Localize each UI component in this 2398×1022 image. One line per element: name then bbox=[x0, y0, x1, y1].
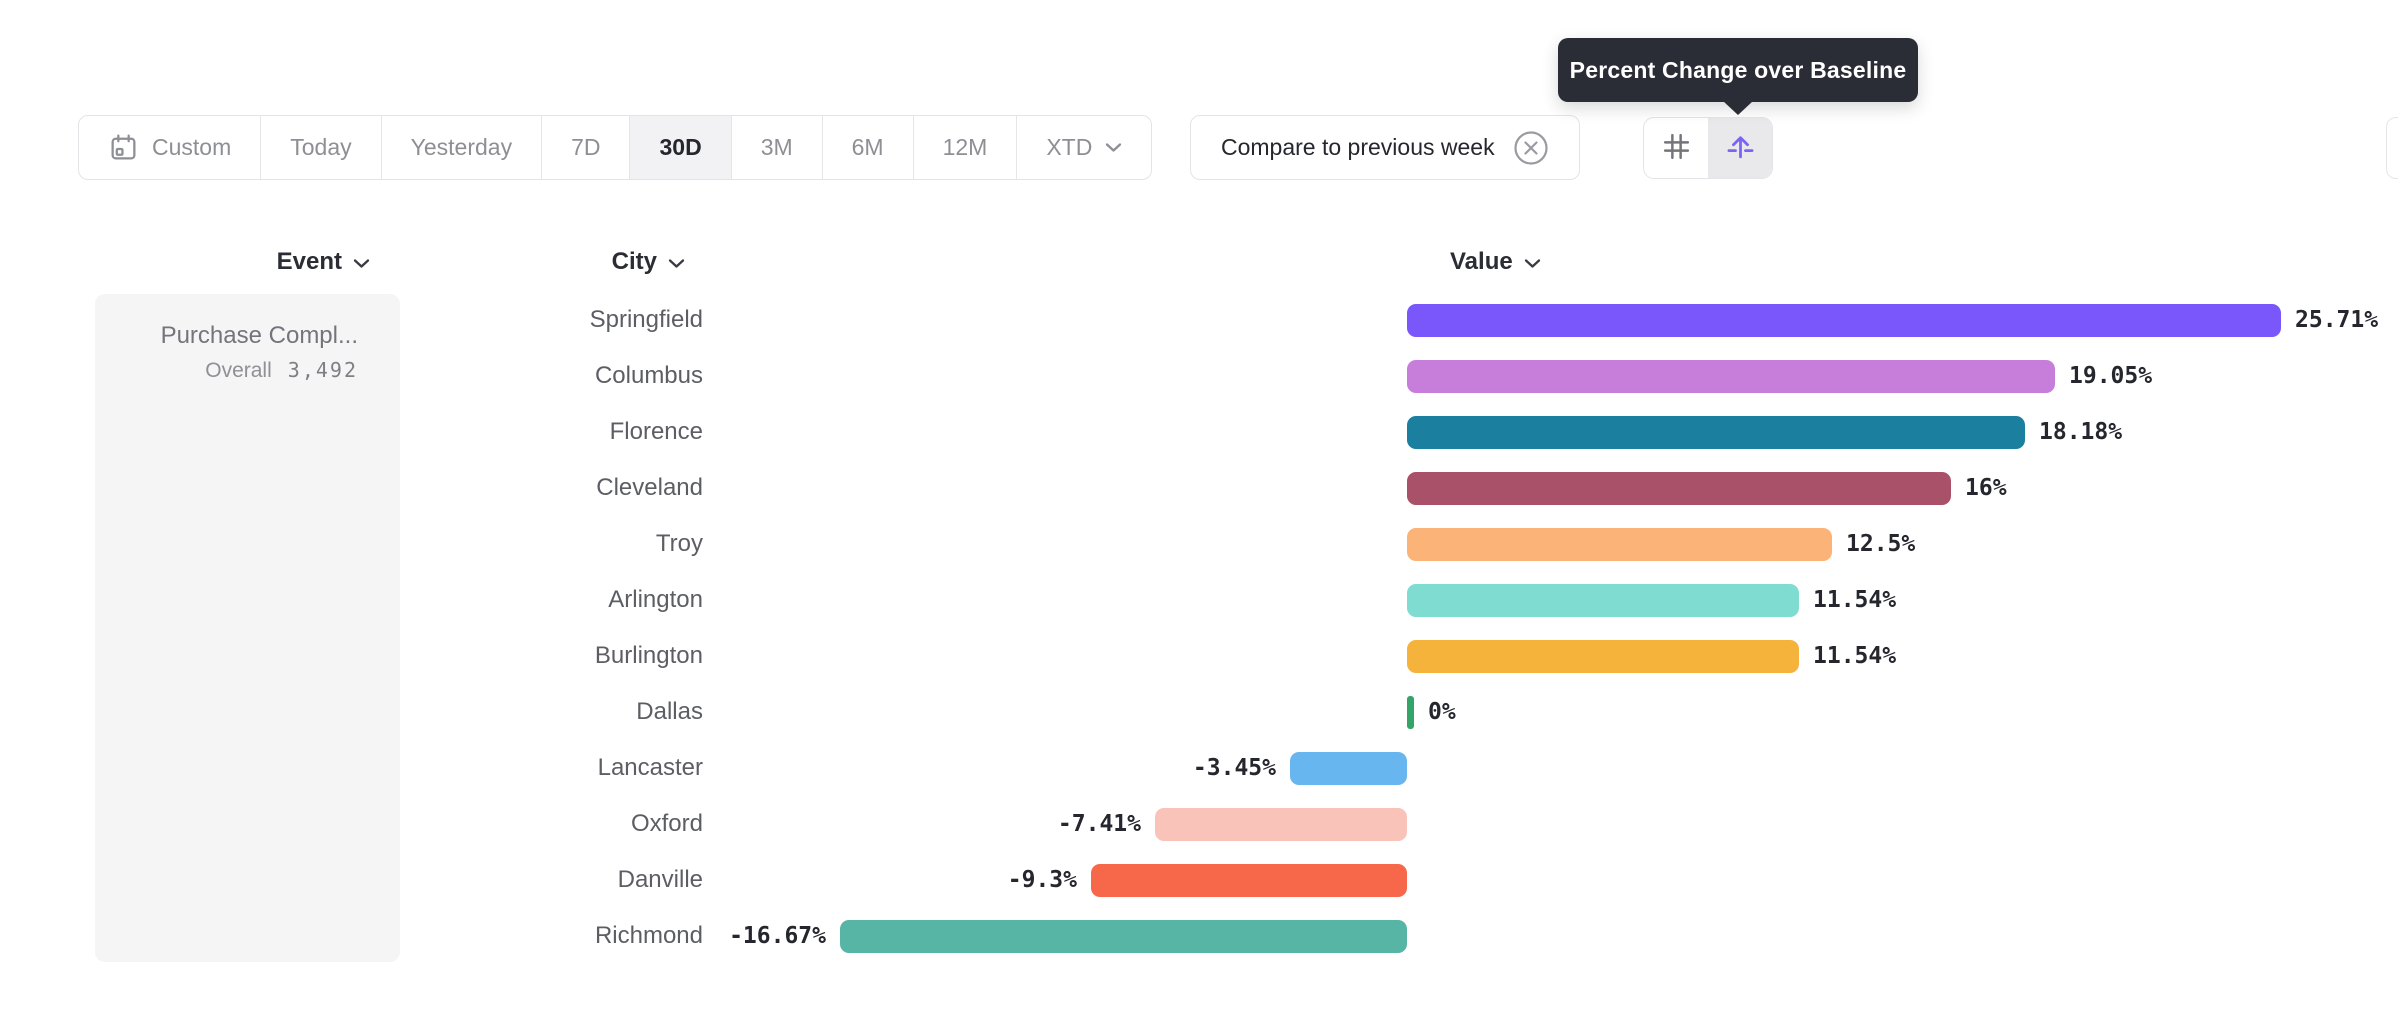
city-label: Dallas bbox=[636, 698, 703, 725]
chart-row: Oxford -7.41% bbox=[0, 796, 2398, 852]
date-range-label: 6M bbox=[851, 134, 884, 160]
remove-compare-icon[interactable] bbox=[1513, 130, 1549, 166]
offscreen-button-stub[interactable] bbox=[2386, 117, 2398, 179]
value-label: 16% bbox=[1965, 475, 2007, 501]
compare-label: Compare to previous week bbox=[1221, 134, 1495, 160]
date-range-label: Today bbox=[290, 134, 352, 160]
date-range-label: 3M bbox=[760, 134, 793, 160]
date-range-yesterday[interactable]: Yesterday bbox=[382, 116, 543, 179]
chart-row: Burlington 11.54% bbox=[0, 628, 2398, 684]
chart-row: Troy 12.5% bbox=[0, 516, 2398, 572]
column-header-event-label: Event bbox=[276, 248, 342, 275]
city-label: Columbus bbox=[594, 362, 703, 389]
chart-display-toggle bbox=[1643, 117, 1773, 179]
value-bar[interactable] bbox=[1290, 752, 1407, 785]
value-label: 11.54% bbox=[1813, 643, 1897, 669]
value-label: -9.3% bbox=[1007, 867, 1077, 893]
city-label: Florence bbox=[609, 418, 703, 445]
calendar-icon bbox=[111, 134, 136, 160]
city-label: Troy bbox=[655, 530, 703, 557]
tooltip: Percent Change over Baseline bbox=[1558, 38, 1918, 115]
value-label: 11.54% bbox=[1813, 587, 1897, 613]
compare-button[interactable]: Compare to previous week bbox=[1190, 115, 1580, 180]
chevron-down-icon bbox=[1524, 259, 1540, 268]
column-header-value-label: Value bbox=[1450, 248, 1513, 275]
value-label: 25.71% bbox=[2295, 307, 2379, 333]
chart-row: Springfield 25.71% bbox=[0, 292, 2398, 348]
city-label: Oxford bbox=[630, 810, 703, 837]
chart-row: Danville -9.3% bbox=[0, 852, 2398, 908]
value-label: -7.41% bbox=[1057, 811, 1141, 837]
date-range-label: XTD bbox=[1046, 134, 1093, 160]
column-header-city[interactable]: City bbox=[500, 246, 685, 278]
date-range-label: Custom bbox=[152, 134, 232, 160]
value-label: 18.18% bbox=[2039, 419, 2123, 445]
value-label: 12.5% bbox=[1846, 531, 1916, 557]
column-header-city-label: City bbox=[611, 248, 657, 275]
column-header-value[interactable]: Value bbox=[1450, 246, 1541, 278]
date-range-label: 30D bbox=[659, 134, 702, 160]
chevron-down-icon bbox=[1106, 143, 1122, 152]
city-label: Arlington bbox=[608, 586, 703, 613]
date-range-6m[interactable]: 6M bbox=[823, 116, 914, 179]
value-bar[interactable] bbox=[1407, 304, 2281, 337]
chart-row: Richmond -16.67% bbox=[0, 908, 2398, 964]
chart-row: Florence 18.18% bbox=[0, 404, 2398, 460]
value-bar[interactable] bbox=[1407, 584, 1799, 617]
date-range-30d[interactable]: 30D bbox=[630, 116, 732, 179]
event-name: Purchase Compl... bbox=[160, 322, 358, 349]
chevron-down-icon bbox=[668, 259, 685, 268]
value-bar[interactable] bbox=[1407, 528, 1832, 561]
event-overall-value: 3,492 bbox=[287, 358, 358, 382]
value-bar[interactable] bbox=[840, 920, 1407, 953]
tooltip-text: Percent Change over Baseline bbox=[1569, 56, 1907, 83]
column-header-event[interactable]: Event bbox=[170, 246, 370, 278]
hash-grid-icon bbox=[1661, 131, 1692, 165]
value-bar[interactable] bbox=[1407, 360, 2055, 393]
date-range-3m[interactable]: 3M bbox=[732, 116, 823, 179]
value-bar[interactable] bbox=[1407, 416, 2025, 449]
grid-view-button[interactable] bbox=[1644, 118, 1708, 178]
percent-change-button[interactable] bbox=[1708, 118, 1772, 178]
value-bar[interactable] bbox=[1407, 640, 1799, 673]
city-label: Springfield bbox=[589, 306, 703, 333]
event-overall-label: Overall bbox=[205, 359, 272, 382]
date-range-label: 12M bbox=[942, 134, 988, 160]
bar-chart: Springfield 25.71% Columbus 19.05% Flore… bbox=[0, 292, 2398, 964]
date-range-today[interactable]: Today bbox=[261, 116, 382, 179]
value-label: 0% bbox=[1428, 699, 1456, 725]
date-range-12m[interactable]: 12M bbox=[914, 116, 1018, 179]
chart-row: Lancaster -3.45% bbox=[0, 740, 2398, 796]
city-label: Lancaster bbox=[597, 754, 703, 781]
chevron-down-icon bbox=[353, 259, 370, 268]
value-label: -16.67% bbox=[729, 923, 826, 949]
baseline-arrow-icon bbox=[1725, 131, 1756, 165]
event-panel[interactable]: Purchase Compl... Overall 3,492 bbox=[95, 294, 400, 962]
date-range-control: Custom Today Yesterday 7D 30D 3M 6M 12M XTD bbox=[78, 115, 1153, 180]
chart-row: Dallas 0% bbox=[0, 684, 2398, 740]
city-label: Burlington bbox=[594, 642, 703, 669]
date-range-7d[interactable]: 7D bbox=[542, 116, 631, 179]
value-label: -3.45% bbox=[1192, 755, 1276, 781]
chart-row: Cleveland 16% bbox=[0, 460, 2398, 516]
chart-row: Columbus 19.05% bbox=[0, 348, 2398, 404]
value-label: 19.05% bbox=[2069, 363, 2153, 389]
city-label: Richmond bbox=[594, 922, 703, 949]
date-range-custom[interactable]: Custom bbox=[79, 116, 262, 179]
tooltip-caret bbox=[1723, 101, 1753, 115]
city-label: Cleveland bbox=[596, 474, 703, 501]
value-bar[interactable] bbox=[1155, 808, 1407, 841]
city-label: Danville bbox=[617, 866, 703, 893]
value-bar[interactable] bbox=[1091, 864, 1407, 897]
chart-row: Arlington 11.54% bbox=[0, 572, 2398, 628]
date-range-label: Yesterday bbox=[410, 134, 513, 160]
date-range-xtd[interactable]: XTD bbox=[1017, 116, 1151, 179]
value-bar[interactable] bbox=[1407, 472, 1951, 505]
value-bar[interactable] bbox=[1407, 696, 1414, 729]
date-range-label: 7D bbox=[571, 134, 601, 160]
